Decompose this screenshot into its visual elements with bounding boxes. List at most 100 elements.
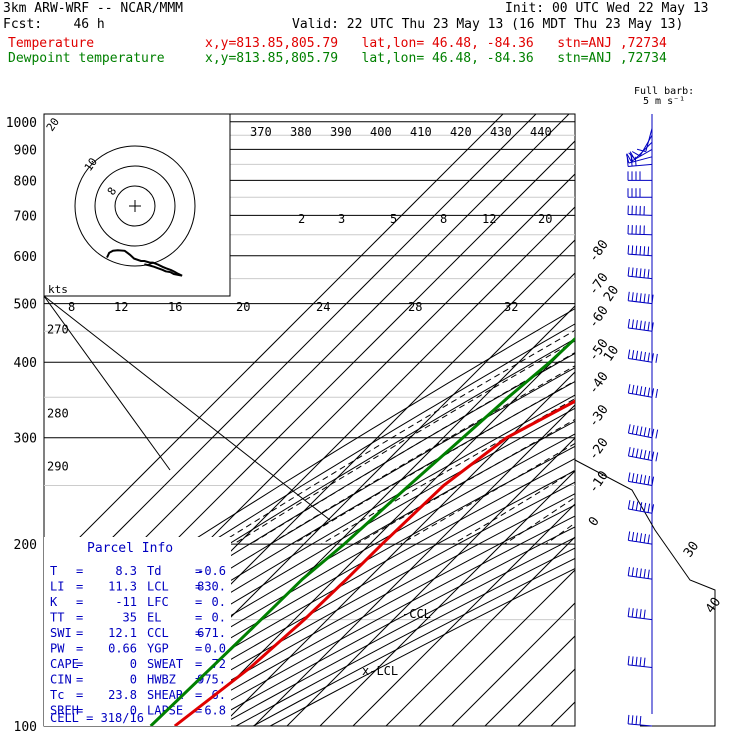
isotherm (517, 668, 575, 726)
parcel-value: 23.8 (108, 688, 137, 702)
wind-barb-flag (635, 608, 638, 618)
dry-adiabat (82, 445, 575, 726)
moist-adiabat (321, 398, 575, 545)
isotherm (451, 602, 575, 726)
parcel-eq: = (195, 657, 202, 671)
wind-barb-flag (639, 293, 642, 303)
parcel-value: 0.0 (204, 642, 226, 656)
wind-barb-flag (639, 245, 642, 256)
wind-barb-flag (647, 475, 651, 485)
moist-adiabat (218, 329, 575, 545)
mixing-ratio-label: 3 (338, 212, 345, 226)
wind-barb-flag (631, 447, 635, 457)
wind-barb-flag (651, 353, 654, 363)
wind-barb-flag (655, 353, 658, 363)
temperature-profile (173, 399, 575, 726)
dry-adiabat (44, 308, 575, 638)
isotherm-label: -60 (586, 303, 612, 331)
legend-temperature-info: x,y=813.85,805.79 lat,lon= 46.48, -84.36… (205, 36, 667, 51)
moist-adiabat (292, 380, 575, 545)
wind-barb-flag (647, 269, 650, 279)
mixing-ratio-label: 8 (440, 212, 447, 226)
wind-barb-flag (639, 657, 642, 667)
hodograph-diag-label: 10 (82, 155, 100, 173)
dewpoint-profile (149, 336, 575, 726)
isotherm-label: -30 (586, 402, 612, 430)
wind-barb-flag (643, 533, 647, 543)
hodograph-ring (114, 185, 156, 227)
isotherm-label: -40 (586, 369, 612, 397)
hodograph-ring (94, 165, 176, 247)
barb-key-value: 5 m s⁻¹ (643, 96, 686, 107)
forecast-hour: Fcst: 46 h (3, 17, 105, 32)
dry-adiabat (116, 470, 575, 726)
parcel-eq: = (195, 704, 202, 718)
theta-label: 420 (450, 125, 472, 139)
parcel-value: 8.3 (115, 564, 137, 578)
isotherm-label: 20 (601, 283, 622, 304)
wind-barb (628, 156, 653, 164)
wind-barb-flag (647, 246, 650, 256)
theta-label-left: 270 (47, 322, 69, 336)
hodograph-ring-label: 20 (236, 300, 250, 314)
wind-barb-flag (627, 424, 631, 434)
wind-barb-flag (631, 500, 635, 510)
wind-barb-flag (627, 714, 630, 724)
wind-barb-flag (631, 384, 635, 394)
wind-barb-flag (643, 268, 646, 278)
moist-adiabat (504, 496, 575, 545)
legend-dewpoint: Dewpoint temperature (8, 51, 165, 66)
dry-adiabat (99, 458, 575, 726)
wind-barb-flag (647, 503, 651, 513)
parcel-value: 0.66 (108, 642, 137, 656)
dry-adiabat (201, 526, 575, 726)
dry-adiabat (65, 433, 575, 726)
wind-barb-flag (631, 350, 635, 360)
parcel-key: CCL (147, 626, 169, 640)
legend-dewpoint-info: x,y=813.85,805.79 lat,lon= 46.48, -84.36… (205, 51, 667, 66)
parcel-key: K (50, 595, 58, 609)
parcel-key: SHEAR (147, 688, 184, 702)
wind-barb-flag (655, 452, 659, 462)
dry-adiabat (218, 536, 575, 726)
parcel-value: 6. (212, 688, 226, 702)
parcel-value: 671. (197, 626, 226, 640)
wind-barb-flag (635, 245, 638, 255)
mixing-ratio-label: 5 (390, 212, 397, 226)
hodograph-box (43, 113, 231, 297)
parcel-value: 12.1 (108, 626, 137, 640)
wind-barb-flag (643, 502, 647, 512)
parcel-eq: = (76, 564, 83, 578)
wind-barb-flag (631, 319, 634, 329)
mixing-ratio-label: 20 (538, 212, 552, 226)
hodograph-ring (74, 145, 196, 267)
wind-barb-flag (655, 429, 659, 439)
parcel-eq: = (195, 688, 202, 702)
parcel-key: SWEAT (147, 657, 183, 671)
parcel-value: 0 (130, 704, 137, 718)
wind-barb-flag (627, 655, 630, 665)
lcl-label: x-LCL (362, 664, 398, 678)
parcel-eq: = (195, 642, 202, 656)
wind-barb-flag (639, 320, 642, 330)
wind-barb-flag (651, 476, 655, 486)
theta-label: 400 (370, 125, 392, 139)
isotherm (220, 371, 575, 726)
mixing-ratio-label: 12 (482, 212, 496, 226)
wind-barb-flag (639, 609, 642, 619)
wind-barb-flag (643, 609, 646, 619)
theta-label: 440 (530, 125, 552, 139)
theta-label: 370 (250, 125, 272, 139)
wind-barb-flag (639, 386, 643, 396)
wind-barb-flag (647, 428, 651, 438)
moist-adiabat (356, 418, 575, 545)
parcel-key: YGP (147, 642, 169, 656)
wind-barb-flag (635, 715, 638, 725)
wind-barb-flag (627, 472, 631, 482)
wind-barb-flag (647, 450, 651, 460)
parcel-info-panel (44, 537, 231, 726)
wind-barb-flag (643, 450, 647, 460)
parcel-key: EL (147, 611, 161, 625)
parcel-key: TT (50, 611, 64, 625)
